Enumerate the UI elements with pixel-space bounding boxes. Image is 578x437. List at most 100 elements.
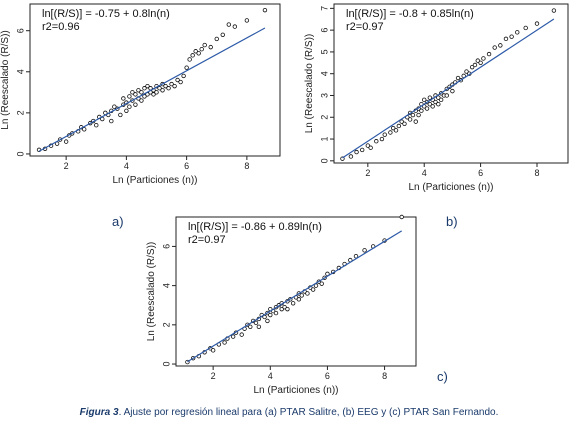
data-point: [130, 90, 135, 95]
data-point: [139, 98, 144, 103]
y-tick-label: 2: [319, 115, 329, 120]
data-point: [503, 36, 509, 42]
data-point: [402, 121, 407, 126]
y-tick-label: 0: [161, 362, 171, 367]
x-tick-label: 4: [268, 371, 273, 381]
data-point: [393, 128, 399, 133]
caption-text: . Ajuste por regresión lineal para (a) P…: [118, 407, 499, 418]
x-tick-label: 6: [478, 168, 483, 178]
data-point: [391, 125, 396, 131]
data-point: [551, 8, 557, 13]
data-point: [455, 75, 461, 81]
data-point: [127, 104, 132, 109]
data-point: [427, 101, 433, 107]
x-tick-label: 2: [365, 168, 370, 178]
r2-label: r2=0.96: [42, 21, 80, 33]
data-point: [136, 88, 141, 93]
data-point: [142, 94, 147, 99]
data-point: [118, 112, 123, 118]
data-point: [230, 334, 236, 339]
data-point: [534, 21, 540, 26]
y-tick-label: 6: [319, 28, 329, 33]
data-point: [475, 58, 480, 63]
data-point: [166, 86, 171, 91]
data-point: [279, 306, 284, 312]
data-point: [82, 127, 87, 132]
data-point: [220, 32, 225, 38]
y-tick-label: 3: [319, 93, 329, 98]
data-point: [187, 57, 192, 62]
y-tick-label: 0: [15, 151, 25, 156]
data-point: [160, 88, 165, 93]
data-point: [305, 291, 310, 296]
data-point: [181, 73, 186, 79]
chart-panel-b: 2 4 6 8 0 1 2 3 4 5 6 7 Ln (Particiones (n)) Ln (Rees…: [304, 3, 569, 193]
data-point: [109, 118, 114, 124]
caption-figure-label: Figura 3: [79, 407, 119, 418]
data-point: [399, 214, 404, 220]
y-tick-label: 2: [161, 322, 171, 327]
data-point: [244, 18, 250, 23]
data-point: [151, 92, 156, 97]
data-point: [290, 301, 296, 306]
x-axis-title: Ln (Particiones (n)): [112, 175, 197, 186]
plot-frame: [175, 216, 417, 367]
data-point: [362, 248, 367, 253]
data-point: [359, 147, 365, 153]
x-tick-label: 8: [534, 168, 539, 178]
chart-panel-a: 2 4 6 8 0 2 4 6 Ln (Particiones (n)) Ln (Reescala…: [0, 3, 281, 186]
y-tick-label: 5: [319, 49, 329, 54]
data-point: [133, 92, 138, 97]
data-point: [262, 7, 268, 13]
data-point: [481, 56, 486, 61]
y-axis-title: Ln (Reescalado (R/S)): [0, 30, 11, 129]
data-point: [239, 332, 244, 337]
x-axis-title: Ln (Particiones (n)): [253, 385, 338, 396]
plot-frame: [29, 3, 281, 157]
data-point: [248, 324, 253, 329]
data-point: [310, 287, 316, 292]
data-point: [222, 340, 227, 345]
panel-label-c: c): [437, 369, 448, 384]
data-point: [353, 254, 359, 259]
data-point: [265, 318, 270, 324]
data-point: [282, 304, 287, 310]
data-point: [163, 83, 168, 89]
data-point: [112, 104, 117, 109]
data-point: [253, 320, 259, 326]
y-tick-label: 0: [319, 158, 329, 163]
chart-panel-c: 2 4 6 8 0 2 4 6 Ln (Particiones (n)) Ln (Reescala…: [146, 214, 417, 396]
data-point: [348, 154, 354, 159]
data-point: [208, 44, 213, 50]
data-point: [169, 81, 174, 87]
x-tick-label: 2: [211, 371, 216, 381]
data-point: [469, 64, 475, 70]
data-point: [127, 94, 132, 99]
x-tick-label: 6: [184, 161, 189, 171]
plot-frame: [333, 3, 569, 164]
data-point: [139, 90, 144, 95]
data-point: [515, 30, 520, 35]
regression-equation: ln[(R/S)] = -0.86 + 0.89ln(n): [188, 221, 322, 233]
data-point: [438, 97, 444, 103]
data-point: [388, 130, 393, 135]
x-tick-label: 2: [64, 161, 69, 171]
data-point: [498, 43, 503, 48]
data-point: [464, 69, 469, 74]
data-point: [175, 77, 180, 83]
data-point: [396, 123, 402, 129]
data-point: [199, 46, 204, 52]
x-tick-label: 4: [124, 161, 129, 171]
data-point: [256, 324, 262, 329]
x-tick-label: 8: [244, 161, 249, 171]
regression-line: [187, 230, 403, 363]
data-point: [436, 101, 441, 107]
data-point: [413, 119, 418, 124]
data-point: [472, 62, 478, 68]
y-tick-label: 6: [161, 244, 171, 249]
data-point: [94, 122, 99, 128]
data-point: [450, 88, 455, 94]
data-point: [492, 45, 497, 50]
data-point: [296, 297, 302, 302]
x-tick-label: 6: [325, 371, 330, 381]
